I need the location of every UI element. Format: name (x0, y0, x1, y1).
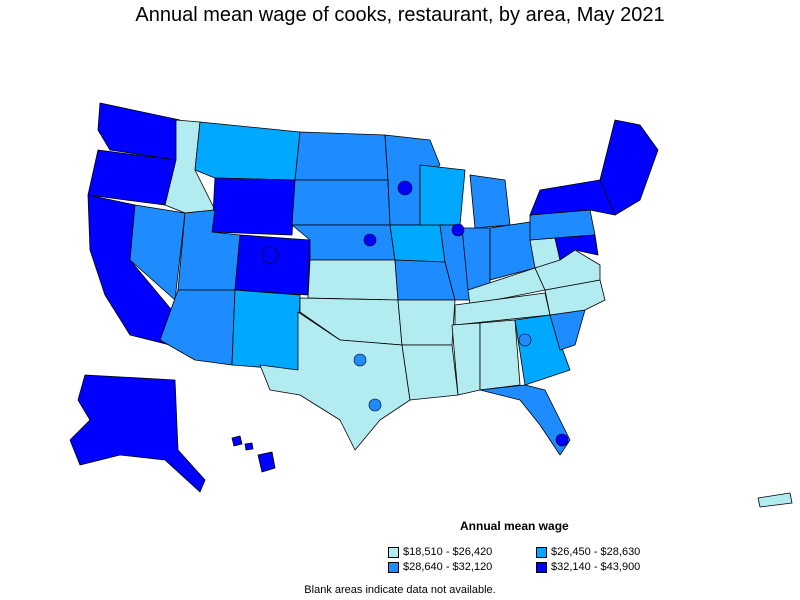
map-title: Annual mean wage of cooks, restaurant, b… (135, 4, 665, 26)
region-hawaii-island-2 (231, 435, 243, 447)
region-alabama (479, 319, 521, 391)
footnote: Blank areas indicate data not available. (304, 584, 496, 596)
region-arizona (159, 289, 236, 366)
region-arkansas (397, 299, 456, 346)
region-louisiana (401, 344, 459, 401)
legend-item-1: $18,510 - $26,420 (388, 546, 492, 558)
metro-chicago (451, 223, 465, 237)
legend-swatch-1 (388, 546, 399, 558)
region-new-england (599, 119, 659, 216)
region-oregon (87, 149, 177, 206)
legend-item-4: $32,140 - $43,900 (536, 561, 640, 573)
legend-label-1: $18,510 - $26,420 (403, 546, 493, 558)
region-new-mexico (231, 289, 301, 371)
region-texas (259, 311, 411, 451)
metro-minneapolis (397, 180, 413, 196)
region-florida (479, 384, 571, 456)
legend-swatch-4 (536, 561, 547, 573)
metro-denver (261, 246, 279, 264)
region-hawaii-island-3 (244, 442, 254, 451)
region-washington (97, 102, 181, 161)
region-colorado (234, 234, 311, 296)
region-montana (194, 121, 301, 181)
region-new-york (529, 179, 616, 216)
legend-item-2: $26,450 - $28,630 (536, 546, 640, 558)
legend-label-4: $32,140 - $43,900 (551, 561, 641, 573)
metro-omaha (363, 233, 377, 247)
region-wyoming (211, 177, 296, 236)
legend-swatch-3 (388, 561, 399, 573)
metro-houston (368, 398, 382, 412)
region-south-dakota (291, 179, 391, 226)
region-wisconsin (419, 164, 466, 226)
metro-dallas (353, 353, 367, 367)
legend-item-3: $28,640 - $32,120 (388, 561, 492, 573)
metro-miami (555, 433, 569, 447)
region-maryland-dc (554, 234, 599, 261)
region-iowa (389, 224, 446, 263)
region-puerto-rico (757, 492, 793, 508)
metro-atlanta (518, 333, 532, 347)
region-alaska (69, 374, 206, 493)
region-hawaii (257, 451, 276, 473)
legend-title: Annual mean wage (460, 519, 569, 533)
region-kansas (307, 259, 399, 301)
region-north-dakota (294, 131, 389, 181)
legend-label-3: $28,640 - $32,120 (403, 561, 493, 573)
region-michigan (469, 174, 511, 229)
legend-label-2: $26,450 - $28,630 (551, 546, 641, 558)
legend-swatch-2 (536, 546, 547, 558)
